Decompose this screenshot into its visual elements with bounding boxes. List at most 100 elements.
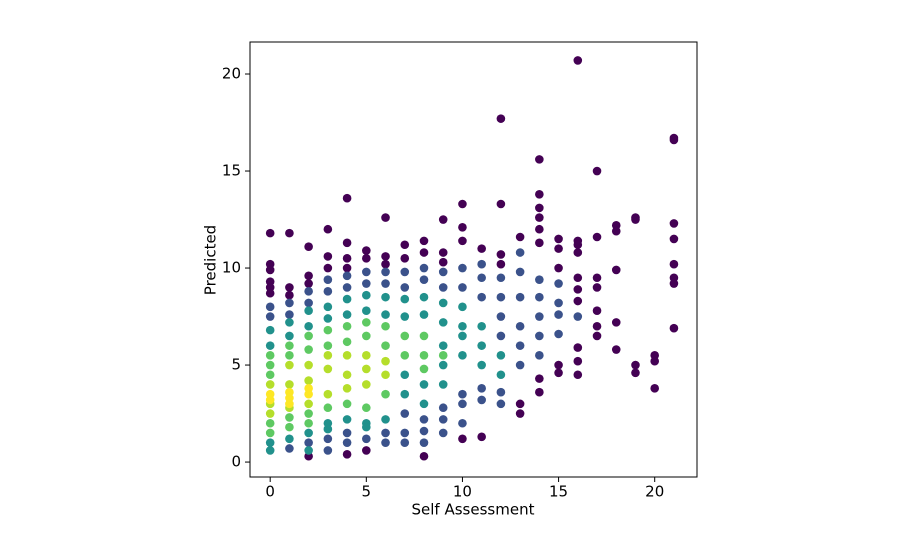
point — [419, 364, 429, 374]
point — [496, 259, 506, 269]
point — [573, 356, 583, 366]
point — [381, 370, 390, 380]
point — [362, 446, 371, 455]
point — [419, 415, 429, 424]
point — [304, 409, 313, 418]
point — [438, 248, 448, 257]
y-tick-label: 20 — [222, 65, 241, 83]
point — [323, 314, 333, 323]
point — [631, 368, 640, 378]
point — [323, 224, 333, 234]
point — [342, 254, 352, 263]
point — [381, 321, 390, 331]
point — [381, 438, 390, 447]
point — [458, 389, 467, 399]
point — [573, 240, 583, 250]
point — [419, 351, 429, 360]
point — [285, 318, 294, 327]
point — [342, 193, 352, 203]
point — [304, 345, 313, 354]
point — [438, 318, 448, 327]
point — [515, 399, 525, 409]
x-tick-label: 5 — [362, 483, 372, 501]
point — [362, 279, 371, 288]
point — [669, 279, 679, 288]
point — [554, 368, 563, 378]
point — [573, 273, 583, 283]
point — [323, 325, 333, 335]
point — [362, 331, 371, 341]
point — [323, 275, 333, 284]
point — [362, 306, 371, 316]
point — [342, 238, 352, 248]
point — [669, 259, 679, 269]
point — [496, 199, 506, 209]
point — [573, 343, 583, 352]
point — [304, 376, 313, 385]
point — [611, 265, 621, 275]
point — [285, 351, 294, 360]
point — [304, 287, 313, 296]
point — [381, 389, 390, 399]
point — [285, 380, 294, 389]
point — [419, 331, 429, 341]
point — [669, 135, 679, 145]
point — [631, 360, 640, 370]
point — [342, 310, 352, 319]
point — [496, 370, 506, 380]
point — [458, 263, 467, 273]
point — [285, 298, 294, 308]
point — [438, 380, 448, 389]
point — [285, 413, 294, 422]
point — [381, 213, 390, 222]
point — [535, 238, 544, 248]
point — [496, 399, 506, 409]
point — [419, 248, 429, 257]
point — [438, 351, 448, 360]
point — [419, 399, 429, 409]
point — [265, 438, 275, 447]
x-axis-label: Self Assessment — [412, 501, 535, 519]
point — [381, 428, 390, 438]
point — [535, 213, 544, 222]
point — [535, 312, 544, 321]
point — [304, 331, 313, 341]
point — [265, 265, 275, 275]
point — [477, 384, 486, 393]
point — [400, 438, 410, 447]
point — [400, 240, 410, 250]
point — [458, 331, 467, 341]
point — [477, 273, 486, 283]
point — [477, 321, 486, 331]
point — [496, 387, 506, 397]
point — [381, 310, 390, 319]
x-tick-label: 0 — [265, 483, 275, 501]
point — [304, 446, 313, 455]
point — [535, 224, 544, 234]
point — [362, 351, 371, 360]
point — [438, 428, 448, 438]
point — [535, 190, 544, 199]
point — [535, 351, 544, 360]
point — [285, 228, 294, 238]
point — [458, 418, 467, 428]
point — [362, 254, 371, 263]
point — [323, 302, 333, 312]
point — [515, 409, 525, 418]
point — [650, 356, 660, 366]
point — [323, 351, 333, 360]
point — [362, 434, 371, 444]
point — [342, 384, 352, 393]
point — [323, 287, 333, 296]
point — [515, 341, 525, 350]
y-tick-label: 15 — [222, 162, 241, 180]
point — [631, 215, 640, 224]
point — [304, 298, 313, 308]
point — [323, 389, 333, 399]
point — [265, 312, 275, 321]
point — [535, 331, 544, 341]
point — [323, 341, 333, 350]
point — [400, 312, 410, 321]
point — [535, 155, 544, 164]
point — [323, 434, 333, 444]
